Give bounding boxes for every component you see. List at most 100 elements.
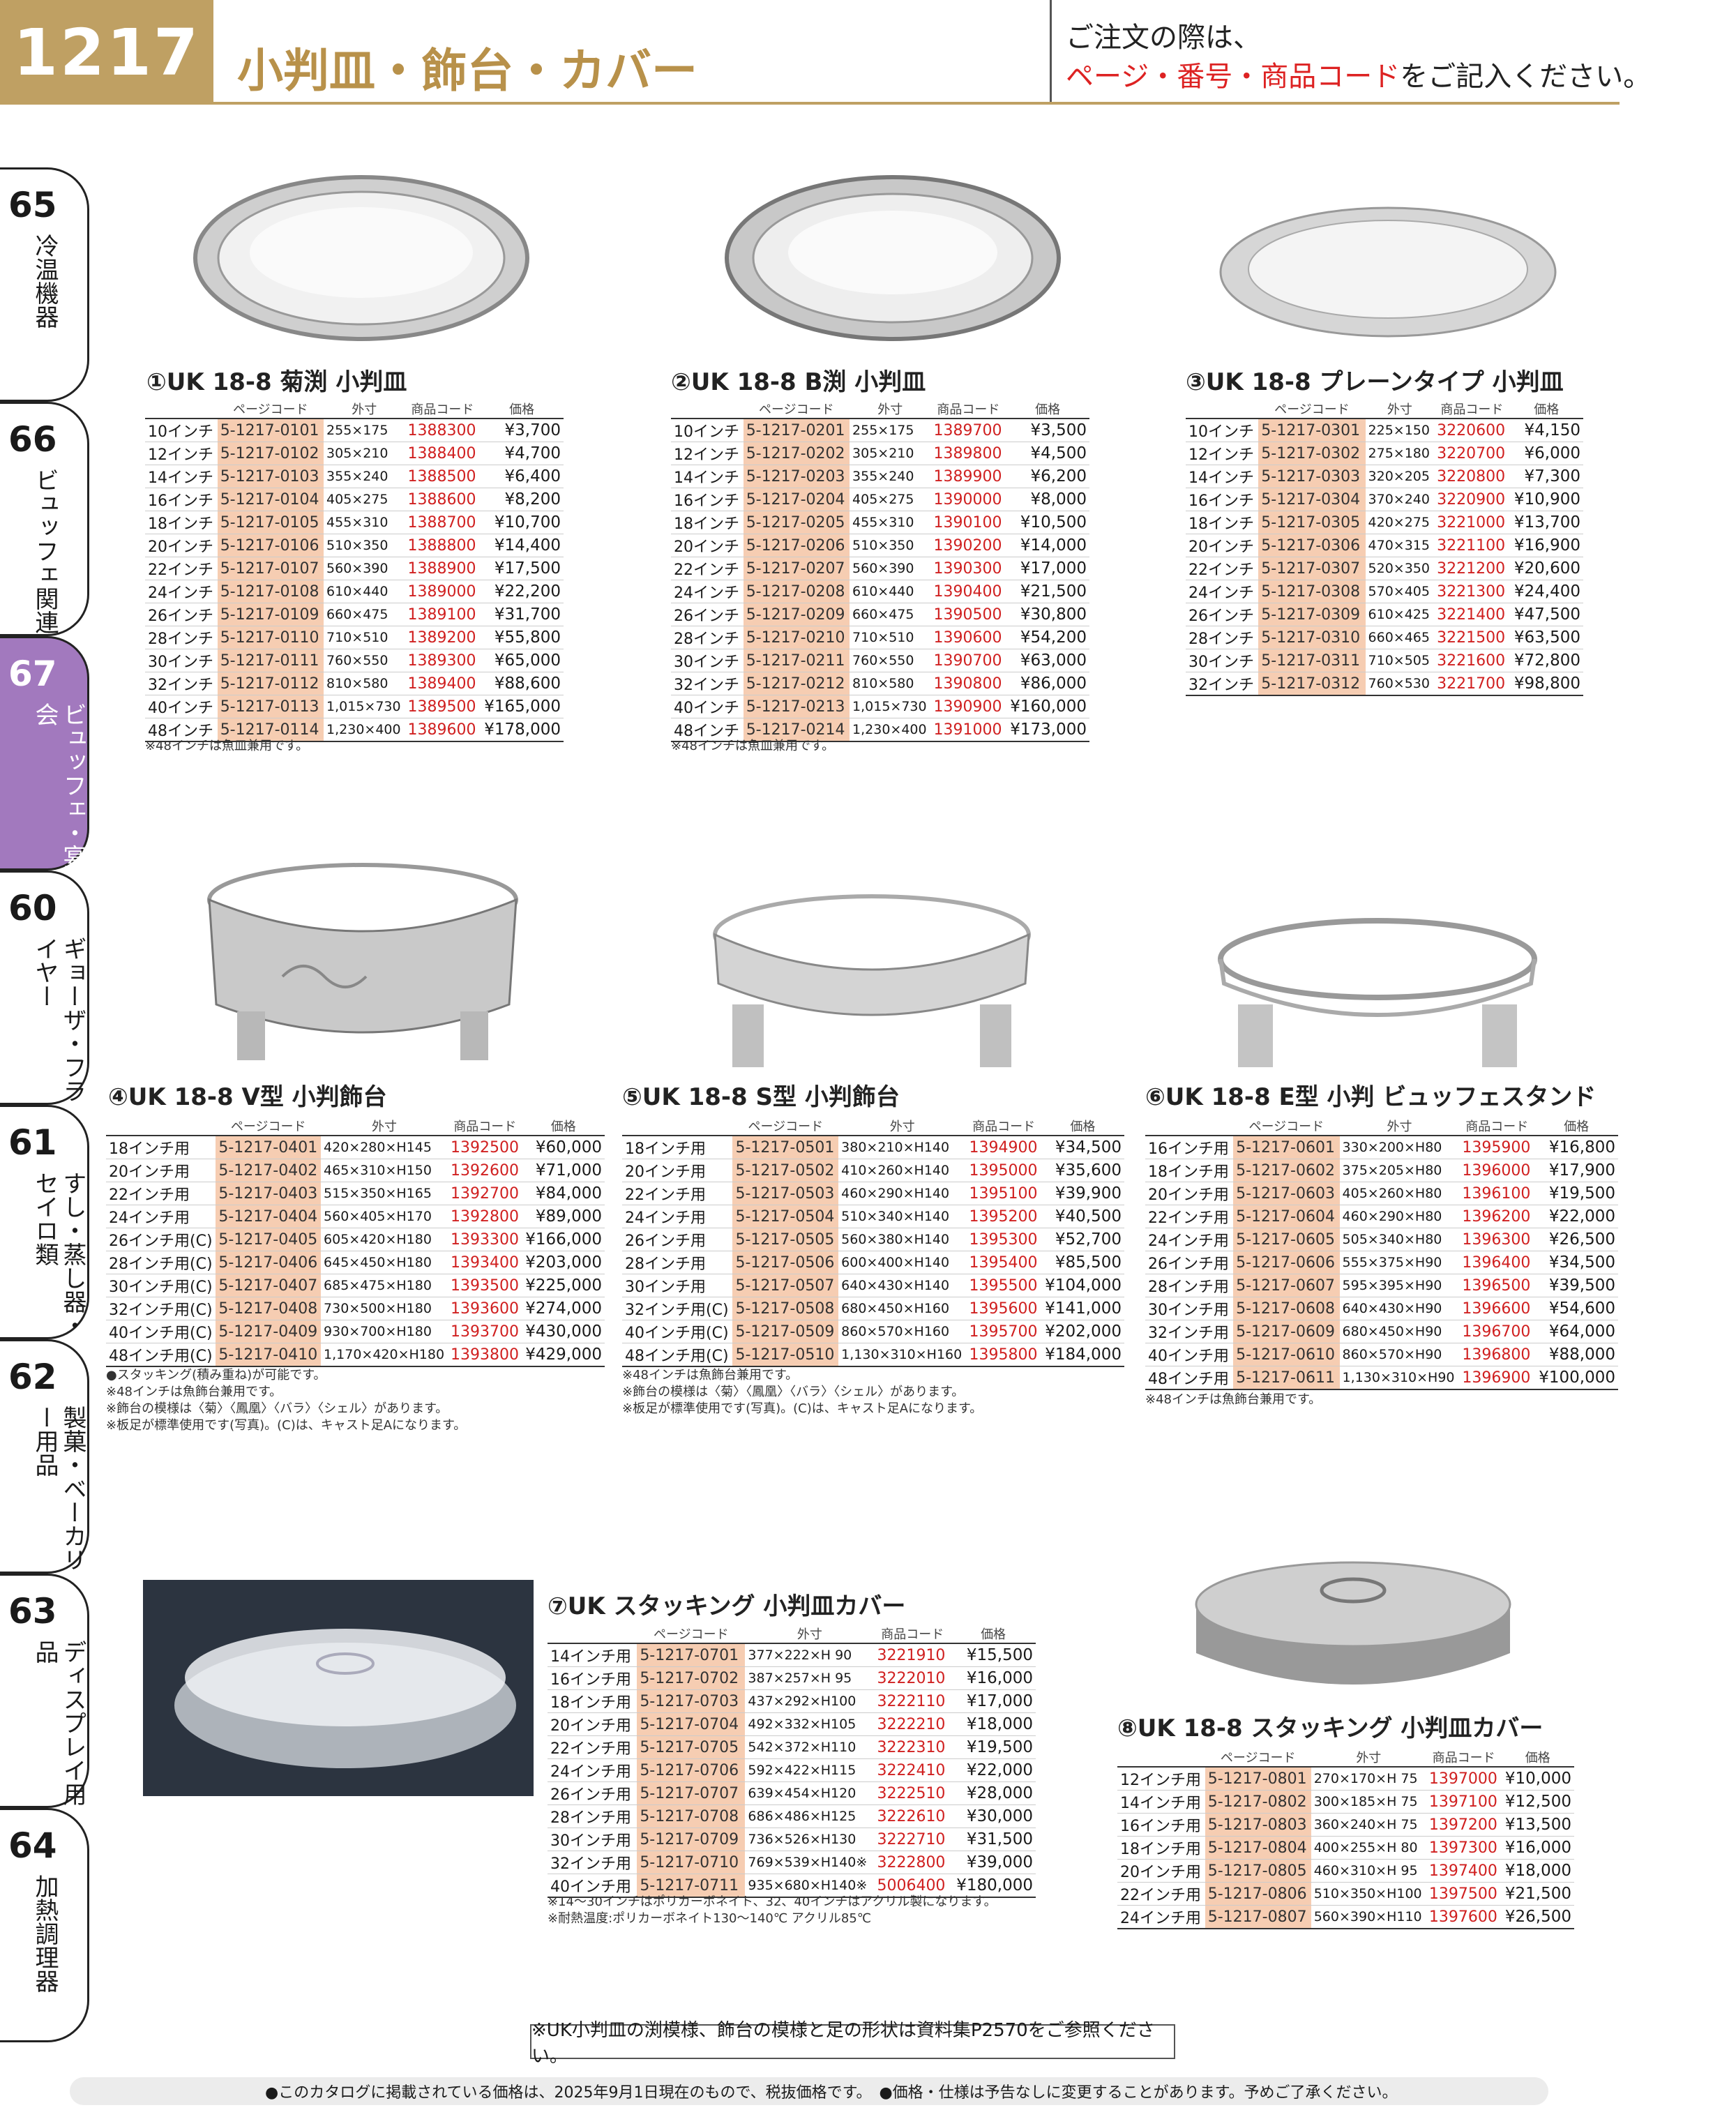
size-cell: 12インチ用 <box>1117 1767 1205 1791</box>
table-row: 14インチ 5-1217-0103 355×240 1388500 ¥6,400 <box>145 465 564 488</box>
table-row: 24インチ用 5-1217-0504 510×340×H140 1395200 ¥40,… <box>622 1205 1124 1228</box>
page-code-cell: 5-1217-0501 <box>732 1136 839 1159</box>
sidebar-tab-66[interactable]: 66 ビュッフェ関連 <box>0 402 89 636</box>
table-row: 32インチ 5-1217-0212 810×580 1390800 ¥86,000 <box>671 672 1089 695</box>
price-cell: ¥16,000 <box>951 1666 1036 1690</box>
size-cell: 48インチ <box>145 718 218 742</box>
page-code-cell: 5-1217-0302 <box>1258 442 1366 465</box>
dimension-cell: 420×280×H145 <box>321 1136 448 1159</box>
page-code-cell: 5-1217-0510 <box>732 1343 839 1367</box>
sidebar-tab-label: ビュッフェ関連 <box>31 468 59 634</box>
product-code-cell: 1396100 <box>1459 1182 1535 1205</box>
dimension-cell: 305×210 <box>850 442 931 465</box>
table-header-row: ページコード 外寸 商品コード 価格 <box>548 1624 1036 1644</box>
price-cell: ¥31,500 <box>951 1828 1036 1851</box>
page-code-header: ページコード <box>637 1624 746 1644</box>
product-code-header: 商品コード <box>966 1116 1041 1136</box>
size-header <box>1145 1116 1234 1136</box>
page-code-cell: 5-1217-0301 <box>1258 419 1366 442</box>
sidebar-tab-63[interactable]: 63 ディスプレイ用品 <box>0 1574 89 1808</box>
size-cell: 22インチ <box>145 557 218 580</box>
sidebar-tab-67[interactable]: 67 ビュッフェ・宴会 <box>0 636 89 871</box>
dimension-cell: 560×390×H110 <box>1311 1905 1426 1929</box>
page-code-cell: 5-1217-0807 <box>1205 1905 1311 1929</box>
product-code-cell: 1390000 <box>930 488 1006 511</box>
sidebar-tab-number: 65 <box>8 185 57 225</box>
price-cell: ¥22,000 <box>1534 1205 1618 1228</box>
sidebar-tab-61[interactable]: 61 すし・蒸し器・セイロ類 <box>0 1105 89 1339</box>
size-cell: 26インチ用 <box>1145 1251 1234 1274</box>
size-cell: 32インチ用(C) <box>106 1297 216 1320</box>
sidebar-tab-62[interactable]: 62 製菓・ベーカリー用品 <box>0 1339 89 1574</box>
product-code-cell: 3221700 <box>1434 672 1510 696</box>
sidebar-tab-65[interactable]: 65 冷温機器 <box>0 167 89 402</box>
dimension-cell: 460×310×H 95 <box>1311 1859 1426 1883</box>
page-code-cell: 5-1217-0213 <box>743 695 850 718</box>
table-row: 40インチ用 5-1217-0711 935×680×H140※ 5006400 ¥18… <box>548 1874 1036 1898</box>
dimension-cell: 377×222×H 90 <box>745 1643 875 1667</box>
table-row: 40インチ用 5-1217-0610 860×570×H90 1396800 ¥88,0… <box>1145 1343 1618 1366</box>
table-row: 20インチ用 5-1217-0805 460×310×H 95 1397400 ¥18,… <box>1117 1859 1574 1883</box>
price-cell: ¥89,000 <box>522 1205 605 1228</box>
price-cell: ¥15,500 <box>951 1643 1036 1667</box>
product-code-cell: 1389700 <box>930 419 1006 442</box>
page-code-cell: 5-1217-0707 <box>637 1781 746 1805</box>
product-code-cell: 1389200 <box>405 626 481 649</box>
price-cell: ¥63,000 <box>1006 649 1089 672</box>
size-cell: 30インチ <box>1186 649 1259 672</box>
table-row: 26インチ 5-1217-0109 660×475 1389100 ¥31,700 <box>145 603 564 626</box>
product-code-cell: 1388800 <box>405 534 481 557</box>
note-line: ※板足が標準使用です(写真)。(C)は、キャスト足Aになります。 <box>622 1401 983 1416</box>
price-cell: ¥22,200 <box>480 580 564 603</box>
size-cell: 26インチ <box>1186 603 1259 626</box>
kikubuchi-platter-image <box>193 175 529 341</box>
price-cell: ¥19,500 <box>951 1735 1036 1759</box>
table-row: 40インチ 5-1217-0113 1,015×730 1389500 ¥165,000 <box>145 695 564 718</box>
product-code-cell: 1397200 <box>1426 1813 1502 1837</box>
product-code-cell: 1389000 <box>405 580 481 603</box>
size-cell: 24インチ用 <box>622 1205 733 1228</box>
price-cell: ¥88,000 <box>1534 1343 1618 1366</box>
price-cell: ¥16,000 <box>1501 1836 1574 1860</box>
header-separator <box>1050 0 1052 102</box>
product-code-cell: 3221600 <box>1434 649 1510 672</box>
sidebar-tab-64[interactable]: 64 加熱調理器 <box>0 1808 89 2042</box>
page-code-cell: 5-1217-0203 <box>743 465 850 488</box>
size-cell: 18インチ用 <box>1117 1836 1205 1860</box>
dimension-cell: 730×500×H180 <box>321 1297 448 1320</box>
table-row: 12インチ 5-1217-0202 305×210 1389800 ¥4,500 <box>671 442 1089 465</box>
price-cell: ¥165,000 <box>480 695 564 718</box>
size-cell: 26インチ <box>145 603 218 626</box>
size-cell: 48インチ <box>671 718 744 742</box>
dimension-cell: 510×350 <box>324 534 405 557</box>
dimension-cell: 320×205 <box>1365 465 1435 488</box>
sidebar-tab-60[interactable]: 60 ギョーザ・フライヤー <box>0 871 89 1105</box>
table-row: 24インチ用 5-1217-0404 560×405×H170 1392800 ¥89,… <box>106 1205 605 1228</box>
page-code-header: ページコード <box>743 399 850 419</box>
price-cell: ¥26,500 <box>1534 1228 1618 1251</box>
dimension-cell: 405×275 <box>324 488 405 511</box>
dimension-cell: 555×375×H90 <box>1339 1251 1460 1274</box>
sidebar-tab-number: 66 <box>8 419 57 460</box>
dimension-cell: 510×340×H140 <box>838 1205 967 1228</box>
price-cell: ¥16,900 <box>1509 534 1583 557</box>
page-code-cell: 5-1217-0212 <box>743 672 850 695</box>
notes-7: ※14〜30インチはポリカーボネイト、32、40インチはアクリル製になります。 ※… <box>548 1894 997 1927</box>
price-cell: ¥86,000 <box>1006 672 1089 695</box>
size-cell: 30インチ <box>145 649 218 672</box>
size-cell: 32インチ <box>671 672 744 695</box>
price-cell: ¥16,800 <box>1534 1136 1618 1159</box>
price-cell: ¥85,500 <box>1041 1251 1124 1274</box>
product-code-cell: 1393600 <box>448 1297 522 1320</box>
product-code-cell: 1389800 <box>930 442 1006 465</box>
price-cell: ¥30,000 <box>951 1804 1036 1828</box>
product-code-cell: 3222010 <box>874 1666 951 1690</box>
product-code-cell: 1397000 <box>1426 1767 1502 1791</box>
notes-6: ※48インチは魚飾台兼用です。 <box>1145 1392 1321 1408</box>
dimension-cell: 455×310 <box>324 511 405 534</box>
table-row: 48インチ用(C) 5-1217-0410 1,170×420×H180 139380… <box>106 1343 605 1367</box>
page-code-cell: 5-1217-0505 <box>732 1228 839 1251</box>
size-cell: 30インチ用 <box>548 1828 637 1851</box>
price-cell: ¥10,700 <box>480 511 564 534</box>
product-code-header: 商品コード <box>448 1116 522 1136</box>
